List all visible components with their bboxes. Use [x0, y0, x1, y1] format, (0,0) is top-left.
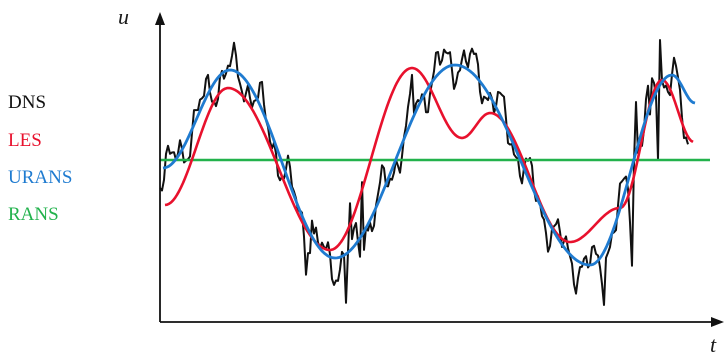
x-axis-arrow [711, 317, 724, 327]
axes: u t [118, 4, 724, 357]
legend-rans: RANS [8, 204, 59, 225]
legend-urans: URANS [8, 167, 72, 188]
y-axis-arrow [155, 12, 165, 25]
curves [159, 39, 710, 306]
legend-les: LES [8, 130, 42, 151]
legend: DNS LES URANS RANS [8, 92, 72, 225]
y-axis-label: u [118, 4, 129, 29]
urans-curve [162, 63, 696, 267]
x-axis-label: t [710, 332, 717, 357]
legend-dns: DNS [8, 92, 46, 113]
